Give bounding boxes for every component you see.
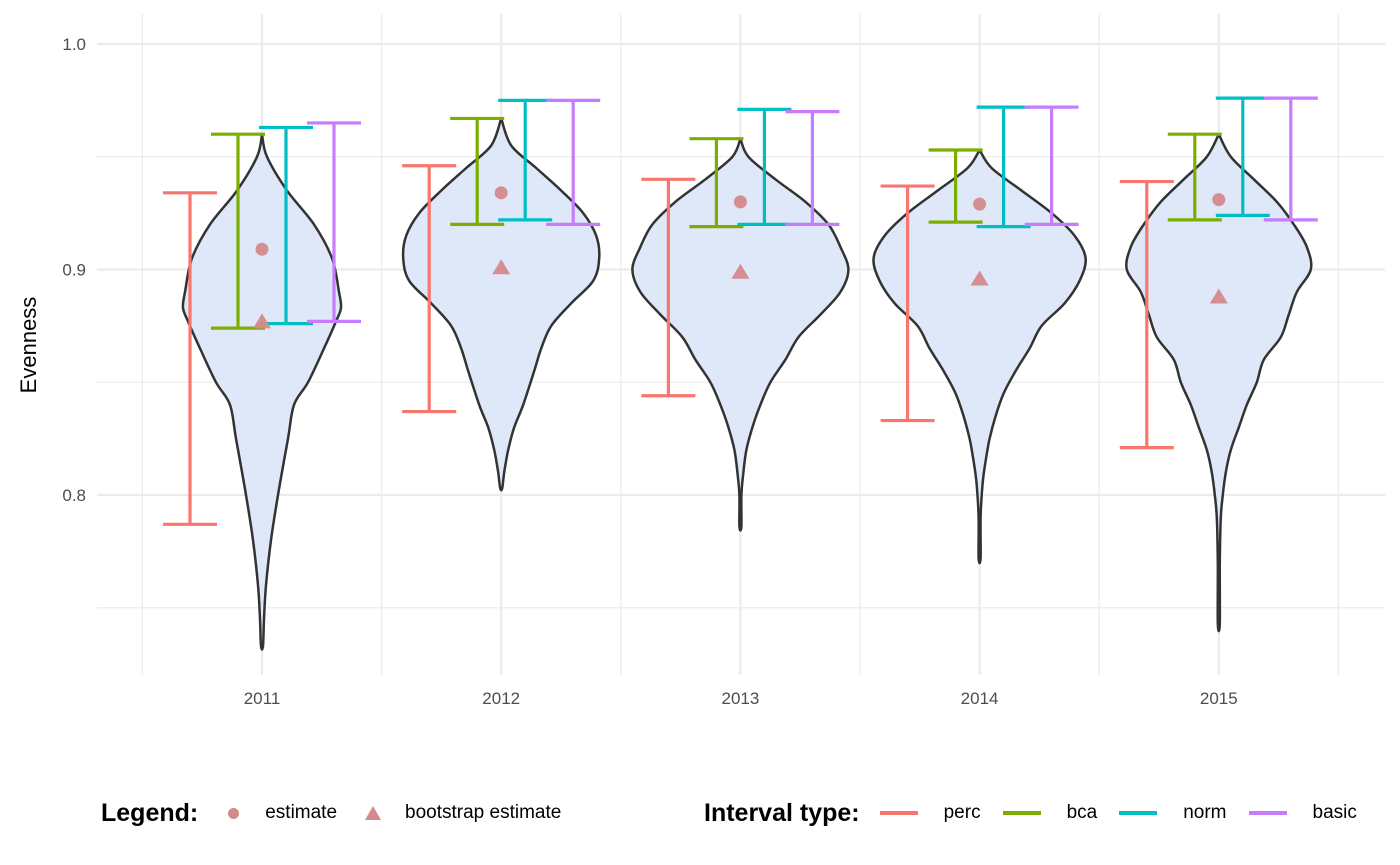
- interval-legend: Interval type: perc bca norm basic: [704, 795, 1357, 831]
- errorbar-norm: [976, 105, 1031, 229]
- violin-shape: [872, 148, 1087, 565]
- estimate-point: [973, 197, 987, 211]
- errorbar-bca: [689, 137, 744, 229]
- estimate-point: [494, 186, 508, 200]
- violin-shape: [401, 117, 601, 492]
- errorbar-perc: [880, 184, 935, 423]
- line-icon: [879, 811, 918, 815]
- estimate-point: [1212, 193, 1226, 207]
- legend-item-perc: perc: [879, 802, 1003, 824]
- line-icon: [1248, 811, 1287, 815]
- x-tick-label: 2011: [244, 689, 281, 708]
- legend-label: bootstrap estimate: [405, 802, 562, 823]
- errorbar-bca: [928, 148, 983, 224]
- errorbar-perc: [163, 191, 217, 526]
- violin-shape: [181, 132, 343, 651]
- bootstrap-estimate-point: [731, 263, 750, 279]
- violin-shape: [631, 137, 850, 532]
- y-axis-title: Evenness: [16, 297, 41, 394]
- y-tick-label: 1.0: [62, 35, 86, 54]
- errorbar-basic: [307, 121, 361, 323]
- errorbar-norm: [737, 107, 792, 226]
- line-icon: [1002, 811, 1041, 815]
- bootstrap-estimate-point: [492, 259, 511, 275]
- legend-item-bca: bca: [1002, 802, 1120, 824]
- y-tick-label: 0.9: [62, 261, 86, 280]
- legend-label: norm: [1183, 802, 1227, 823]
- point-group: [253, 186, 1228, 329]
- circle-icon: [228, 807, 240, 819]
- bootstrap-estimate-point: [970, 270, 989, 286]
- legend-label: basic: [1312, 802, 1357, 823]
- legend-item-bootstrap-estimate: bootstrap estimate: [365, 802, 561, 824]
- errorbar-norm: [498, 98, 553, 222]
- estimate-point: [255, 242, 269, 256]
- legend-label: estimate: [265, 802, 338, 823]
- legend-label: bca: [1066, 802, 1098, 823]
- errorbar-bca: [450, 116, 505, 226]
- errorbar-basic: [1263, 96, 1318, 222]
- violin-shape: [1125, 132, 1313, 633]
- legend-item-estimate: estimate: [228, 802, 337, 824]
- errorbar-perc: [1119, 179, 1174, 450]
- estimate-point: [733, 195, 747, 209]
- interval-legend-title: Interval type:: [704, 798, 860, 827]
- errorbar-perc: [402, 164, 457, 414]
- x-tick-label: 2012: [482, 689, 520, 708]
- y-tick-label: 0.8: [62, 486, 86, 505]
- legend-item-norm: norm: [1119, 802, 1248, 824]
- bootstrap-estimate-point: [253, 313, 271, 329]
- line-icon: [1119, 811, 1158, 815]
- errorbar-norm: [1215, 96, 1270, 217]
- errorbar-basic: [546, 98, 601, 226]
- violin-group: [181, 117, 1313, 651]
- legend-item-basic: basic: [1248, 802, 1357, 824]
- errorbar-basic: [1024, 105, 1079, 226]
- errorbar-perc: [641, 177, 696, 398]
- legend-label: perc: [943, 802, 981, 823]
- bootstrap-estimate-point: [1209, 288, 1228, 304]
- shape-legend: Legend: estimate bootstrap estimate: [101, 795, 561, 831]
- errorbar-bca: [1167, 132, 1222, 222]
- x-tick-label: 2014: [961, 689, 999, 708]
- shape-legend-title: Legend:: [101, 798, 199, 827]
- triangle-icon: [365, 806, 382, 820]
- y-axis-ticks: 0.8 0.9 1.0: [62, 35, 86, 505]
- x-tick-label: 2013: [721, 689, 759, 708]
- x-axis-ticks: 2011 2012 2013 2014 2015: [244, 689, 1238, 708]
- x-tick-label: 2015: [1200, 689, 1238, 708]
- errorbar-basic: [785, 110, 840, 226]
